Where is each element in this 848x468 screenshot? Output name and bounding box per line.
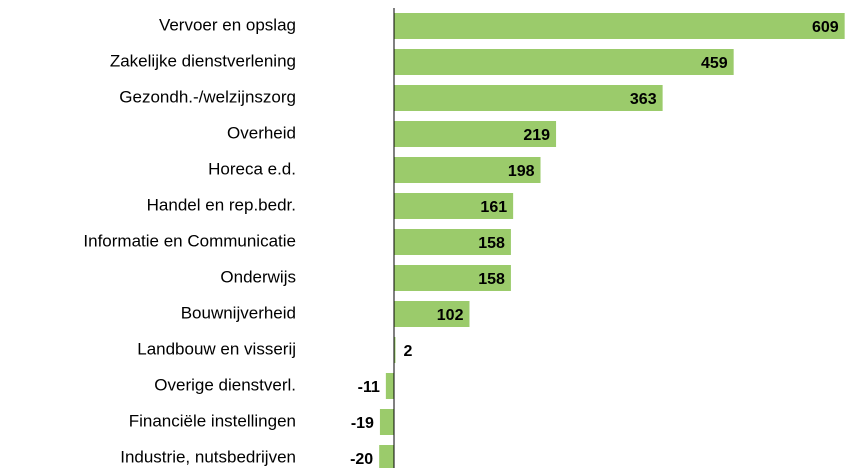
bar: [379, 445, 394, 468]
category-label: Financiële instellingen: [129, 411, 296, 430]
value-label: -19: [351, 415, 374, 432]
value-label: 158: [478, 271, 505, 288]
bar: [394, 337, 396, 363]
value-label: 363: [630, 91, 657, 108]
value-label: -20: [350, 451, 373, 468]
category-label: Informatie en Communicatie: [83, 231, 296, 250]
value-label: 198: [508, 163, 535, 180]
category-label: Vervoer en opslag: [159, 15, 296, 34]
bar: [394, 49, 734, 75]
value-label: 2: [403, 343, 412, 360]
category-label: Bouwnijverheid: [181, 303, 296, 322]
value-label: 219: [523, 127, 550, 144]
bar: [385, 373, 394, 399]
category-label: Industrie, nutsbedrijven: [120, 447, 296, 466]
category-label: Onderwijs: [220, 267, 296, 286]
category-label: Overheid: [227, 123, 296, 142]
bar: [379, 409, 394, 435]
bar: [394, 229, 511, 255]
category-label: Zakelijke dienstverlening: [110, 51, 296, 70]
value-label: -11: [358, 379, 380, 396]
category-label: Landbouw en visserij: [137, 339, 296, 358]
value-label: 102: [437, 307, 464, 324]
category-label: Overige dienstverl.: [154, 375, 296, 394]
value-label: 158: [478, 235, 505, 252]
bar: [394, 85, 663, 111]
bar: [394, 13, 845, 39]
bar: [394, 193, 514, 219]
bar: [394, 121, 557, 147]
bar: [394, 265, 511, 291]
bar: [394, 157, 541, 183]
category-label: Gezondh.-/welzijnszorg: [119, 87, 296, 106]
value-label: 459: [701, 55, 728, 72]
bar: [394, 301, 470, 327]
value-label: 609: [812, 19, 839, 36]
value-label: 161: [480, 199, 507, 216]
category-label: Horeca e.d.: [208, 159, 296, 178]
category-label: Handel en rep.bedr.: [147, 195, 296, 214]
